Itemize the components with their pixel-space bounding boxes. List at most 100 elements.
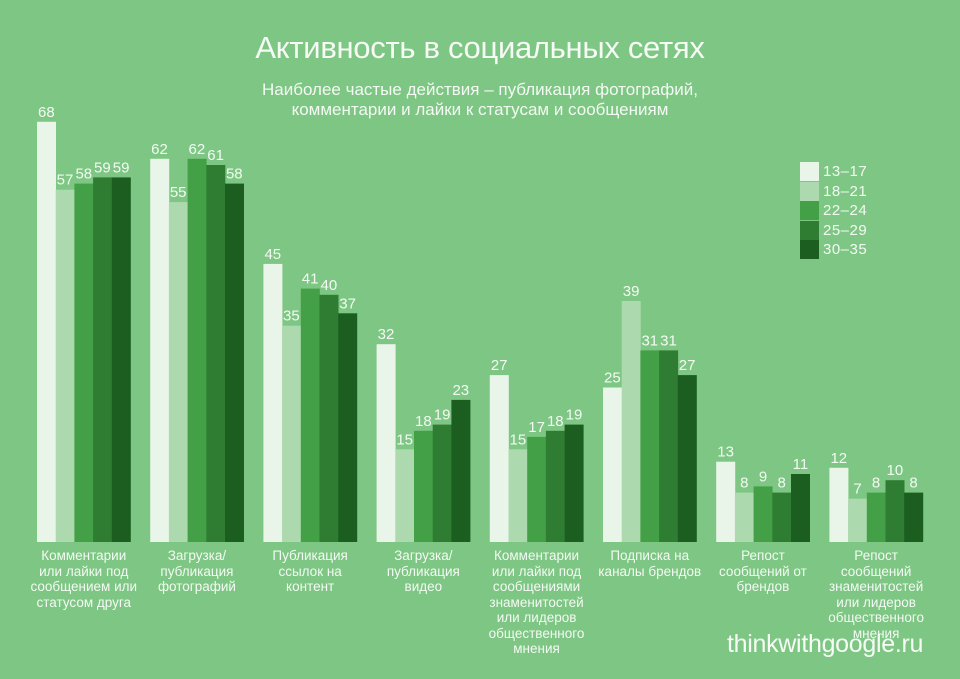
category-label: Комментарии или лайки под сообщением или… bbox=[30, 548, 138, 610]
data-label: 39 bbox=[623, 283, 640, 300]
bar bbox=[677, 375, 697, 542]
bar bbox=[93, 177, 113, 542]
data-label: 17 bbox=[528, 419, 545, 436]
chart-title: Активность в социальных сетях bbox=[255, 30, 705, 65]
data-label: 32 bbox=[378, 326, 395, 343]
legend-swatch bbox=[800, 162, 819, 182]
data-label: 9 bbox=[759, 468, 767, 485]
legend-swatch bbox=[800, 201, 819, 221]
data-label: 19 bbox=[566, 407, 583, 424]
legend-label: 30–35 bbox=[823, 241, 868, 259]
legend-swatch bbox=[800, 240, 819, 260]
category-label: Подписка на каналы брендов bbox=[598, 548, 702, 579]
bar bbox=[564, 424, 584, 542]
data-label: 62 bbox=[151, 141, 168, 158]
category-label: Загрузка/ публикация фотографий bbox=[157, 548, 236, 594]
data-label: 23 bbox=[452, 382, 469, 399]
bar bbox=[829, 467, 849, 542]
bar bbox=[603, 387, 622, 542]
data-label: 15 bbox=[396, 431, 413, 448]
data-label: 31 bbox=[641, 332, 658, 349]
bar bbox=[734, 492, 754, 542]
data-label: 31 bbox=[660, 332, 677, 349]
legend-item: 22–24 bbox=[800, 201, 867, 221]
bar bbox=[640, 350, 660, 542]
bar bbox=[753, 486, 773, 542]
bar bbox=[150, 158, 170, 543]
bar bbox=[55, 189, 75, 542]
category-label: Репост сообщений знаменитостей или лидер… bbox=[828, 548, 924, 641]
data-label: 58 bbox=[75, 166, 92, 183]
data-label: 58 bbox=[226, 166, 243, 183]
data-label: 10 bbox=[887, 462, 904, 479]
data-label: 27 bbox=[679, 357, 696, 374]
category-label: Загрузка/ публикация видео bbox=[386, 548, 460, 594]
bar bbox=[319, 294, 339, 542]
category-label: Публикация ссылок на контент bbox=[272, 548, 348, 594]
bar bbox=[791, 474, 810, 542]
bar bbox=[206, 165, 226, 542]
data-label: 7 bbox=[853, 481, 861, 498]
legend: 13–17 18–21 22–24 25–29 30–35 bbox=[800, 162, 867, 260]
data-label: 8 bbox=[872, 475, 880, 492]
data-label: 15 bbox=[510, 431, 527, 448]
bar bbox=[225, 183, 244, 542]
data-label: 12 bbox=[830, 450, 847, 467]
bar bbox=[300, 288, 320, 542]
data-label: 57 bbox=[57, 172, 74, 189]
chart-subtitle: Наиболее частые действия – публикация фо… bbox=[261, 80, 699, 119]
bar bbox=[716, 461, 736, 542]
data-label: 37 bbox=[339, 295, 356, 312]
data-label: 18 bbox=[415, 413, 432, 430]
bar bbox=[74, 183, 94, 542]
bar bbox=[545, 430, 565, 542]
bar bbox=[187, 158, 207, 543]
bar bbox=[263, 263, 283, 542]
bar bbox=[848, 498, 868, 542]
bar bbox=[527, 436, 547, 542]
bar bbox=[489, 375, 509, 542]
bar bbox=[282, 325, 302, 542]
data-label: 19 bbox=[434, 407, 451, 424]
data-label: 45 bbox=[264, 246, 281, 263]
bar bbox=[376, 344, 396, 542]
data-label: 68 bbox=[38, 104, 55, 121]
legend-label: 22–24 bbox=[823, 202, 868, 220]
legend-label: 18–21 bbox=[823, 182, 868, 200]
bar bbox=[659, 350, 679, 542]
brand-footer: thinkwithgoogle.ru bbox=[727, 630, 924, 658]
bar bbox=[621, 301, 641, 542]
legend-item: 13–17 bbox=[800, 162, 867, 182]
data-label: 40 bbox=[321, 277, 338, 294]
bar bbox=[395, 449, 415, 542]
data-label: 27 bbox=[491, 357, 508, 374]
legend-swatch bbox=[800, 220, 819, 240]
bar bbox=[772, 492, 792, 542]
bar bbox=[37, 121, 56, 543]
category-label: Комментарии или лайки под сообщениями зн… bbox=[488, 548, 585, 656]
category-label: Репост сообщений от брендов bbox=[719, 548, 807, 594]
bar bbox=[168, 202, 188, 542]
data-label: 41 bbox=[302, 271, 319, 288]
data-label: 8 bbox=[909, 475, 917, 492]
bar bbox=[885, 480, 905, 542]
data-label: 8 bbox=[740, 475, 748, 492]
bar bbox=[338, 313, 358, 542]
bar bbox=[508, 449, 528, 542]
bar bbox=[451, 399, 471, 542]
data-label: 62 bbox=[189, 141, 206, 158]
data-label: 13 bbox=[717, 444, 734, 461]
data-label: 59 bbox=[113, 159, 130, 176]
bar bbox=[111, 177, 131, 542]
data-label: 59 bbox=[94, 159, 111, 176]
data-label: 61 bbox=[207, 147, 224, 164]
legend-label: 13–17 bbox=[823, 163, 868, 181]
bar bbox=[866, 492, 886, 542]
legend-item: 30–35 bbox=[800, 240, 867, 260]
legend-item: 25–29 bbox=[800, 220, 867, 241]
bar bbox=[414, 430, 433, 542]
data-label: 55 bbox=[170, 184, 187, 201]
data-label: 25 bbox=[604, 370, 621, 387]
legend-swatch bbox=[800, 181, 819, 201]
